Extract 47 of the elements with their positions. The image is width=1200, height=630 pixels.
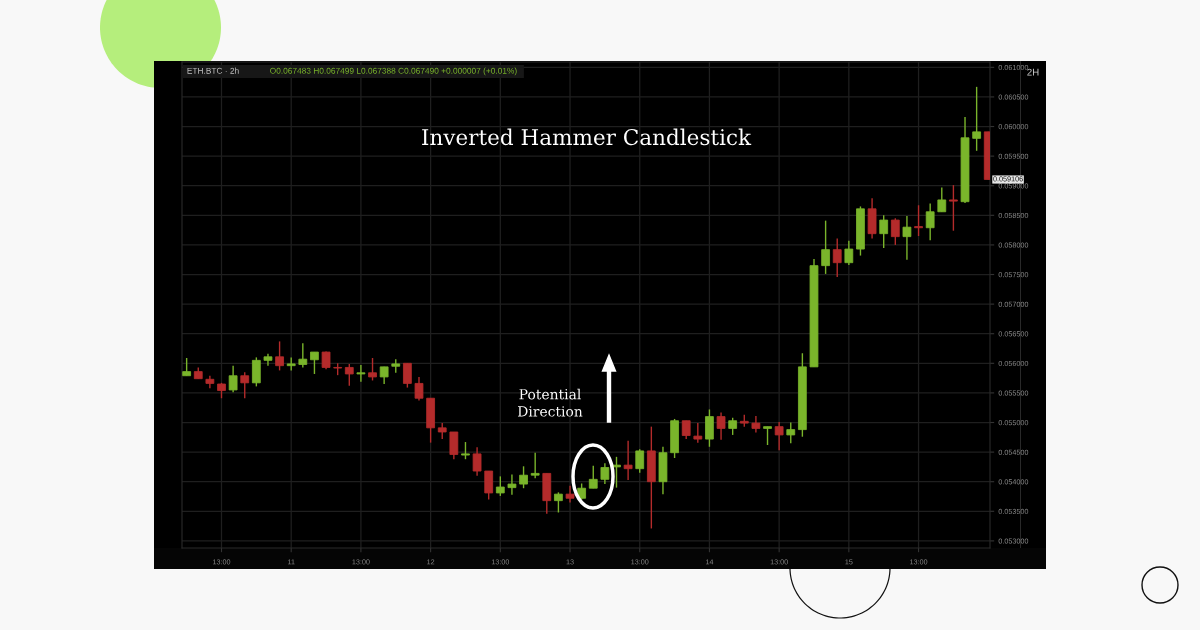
candlestick [356,364,366,383]
candlestick [914,204,923,237]
text: 2H [1027,68,1039,76]
candlestick [240,371,250,399]
candlestick [716,411,726,441]
candlestick [786,421,796,444]
candlestick [228,364,238,394]
candlestick [902,215,912,261]
candlestick [972,86,982,152]
annotation: Potential Direction [517,388,583,417]
candlestick [403,362,412,389]
candlestick [519,465,528,489]
candlestick [705,408,714,448]
candlestick [588,465,598,489]
candlestick [949,184,958,232]
candlestick [554,491,563,514]
candlestick [484,470,494,501]
candlestick [368,357,377,382]
annotation: O0.067483 H0.067499 L0.067388 C0.067490 +0.000007 (+0.01%) [270,67,517,76]
text: ETH.BTC · 2h [187,67,239,74]
candlestick [844,240,854,266]
candlestick [298,342,308,369]
candlestick [774,421,784,452]
candlestick [449,431,459,460]
text: Inverted Hammer Candlestick [422,128,752,146]
candlestick [612,456,621,489]
candlestick [344,363,354,387]
candlestick [890,217,900,246]
candlestick [414,376,424,402]
candlestick [681,420,691,440]
candlestick [832,237,842,278]
candlestick [937,186,947,213]
candlestick [600,462,610,485]
candlestick [495,475,505,497]
candlestick [275,340,284,372]
candlestick [763,425,772,446]
candlestick [530,451,540,479]
candlestick [310,351,319,375]
candlestick [472,446,482,477]
candlestick [251,356,261,388]
candlestick [925,202,935,241]
candlestick [635,448,645,474]
candlestick [623,440,633,481]
candlestick [821,219,830,275]
candlestick [507,473,517,496]
candlestick [879,214,889,249]
candlestick [693,422,703,444]
